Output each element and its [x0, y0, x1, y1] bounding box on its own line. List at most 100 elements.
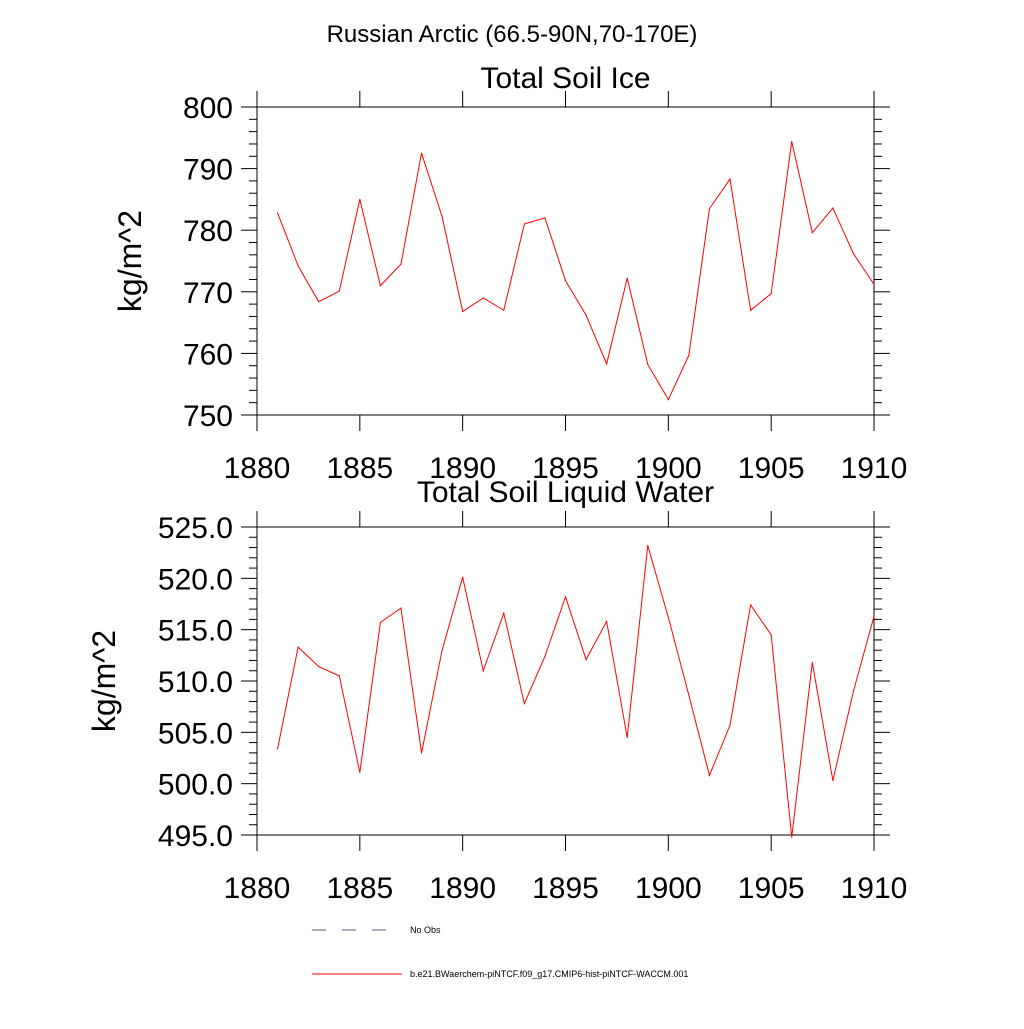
- y-tick-label: 525.0: [158, 512, 233, 545]
- data-point: [626, 277, 628, 279]
- data-point: [873, 615, 875, 617]
- data-point: [318, 666, 320, 668]
- data-point: [318, 301, 320, 303]
- data-point: [544, 217, 546, 219]
- plot-frame: [256, 106, 875, 416]
- data-point: [688, 694, 690, 696]
- data-point: [482, 670, 484, 672]
- y-tick-label: 800: [183, 92, 233, 125]
- y-tick-label: 790: [183, 154, 233, 187]
- legend-obs-label: No Obs: [410, 925, 441, 935]
- x-tick-label: 1885: [326, 872, 393, 905]
- x-tick-label: 1900: [635, 872, 702, 905]
- data-point: [708, 208, 711, 210]
- data-point: [832, 207, 834, 209]
- data-point: [832, 779, 834, 782]
- data-point: [359, 198, 361, 200]
- y-tick-label: 750: [183, 400, 233, 433]
- data-point: [400, 607, 402, 609]
- y-axis-label: kg/m^2: [86, 630, 122, 732]
- series-line: [277, 141, 875, 401]
- data-point: [462, 576, 464, 578]
- panel-title: Total Soil Liquid Water: [417, 476, 714, 509]
- legend-model-label: b.e21.BWaerchem-piNTCF.f09_g17.CMIP6-his…: [410, 969, 688, 979]
- y-tick-label: 520.0: [158, 563, 233, 596]
- data-point: [811, 232, 813, 234]
- data-point: [750, 309, 752, 311]
- panel-total-soil-liquid-water: Total Soil Liquid Water 495.0 500.0 505.0 51…: [86, 476, 907, 905]
- y-tick-label: 760: [183, 338, 233, 371]
- x-tick-label: 1905: [738, 452, 805, 485]
- data-point: [338, 675, 340, 677]
- y-tick-label: 510.0: [158, 666, 233, 699]
- data-point: [379, 285, 381, 287]
- data-point: [585, 314, 587, 316]
- data-point: [338, 290, 340, 292]
- data-point: [503, 612, 505, 614]
- x-tick-label: 1880: [224, 872, 291, 905]
- x-tick-label: 1890: [429, 872, 496, 905]
- y-tick-label: 770: [183, 277, 233, 310]
- data-point: [564, 596, 567, 598]
- x-tick-label: 1885: [326, 452, 393, 485]
- panel-total-soil-ice: Total Soil Ice 750 760 770 780 790 800 1880 1885…: [112, 62, 907, 485]
- data-point: [708, 774, 711, 777]
- data-point: [462, 310, 464, 313]
- x-tick-label: 1905: [738, 872, 805, 905]
- y-tick-label: 505.0: [158, 717, 233, 750]
- data-point: [585, 658, 587, 661]
- data-point: [791, 836, 793, 838]
- data-point: [297, 646, 299, 648]
- y-tick-label: 515.0: [158, 615, 233, 648]
- data-point: [441, 649, 443, 651]
- data-point: [523, 223, 525, 225]
- data-point: [359, 771, 361, 773]
- y-tick-label: 500.0: [158, 769, 233, 802]
- legend: No Obs b.e21.BWaerchem-piNTCF.f09_g17.CM…: [312, 925, 688, 979]
- x-tick-label: 1900: [635, 452, 702, 485]
- data-point: [544, 655, 546, 657]
- x-tick-label: 1880: [224, 452, 291, 485]
- y-tick-label: 495.0: [158, 820, 233, 853]
- data-point: [667, 616, 669, 618]
- data-point: [770, 634, 772, 636]
- data-point: [770, 293, 772, 295]
- x-tick-label: 1910: [841, 452, 908, 485]
- data-point: [729, 724, 731, 726]
- data-point: [811, 661, 813, 664]
- series-line: [277, 545, 875, 838]
- x-tick-label: 1895: [532, 872, 599, 905]
- data-point: [420, 152, 423, 154]
- data-point: [647, 544, 649, 547]
- y-axis-label: kg/m^2: [112, 210, 148, 312]
- data-point: [564, 280, 567, 282]
- data-point: [276, 748, 279, 750]
- data-point: [688, 354, 690, 356]
- data-point: [420, 752, 423, 754]
- data-point: [873, 283, 875, 286]
- data-point: [276, 212, 279, 214]
- data-point: [606, 620, 608, 623]
- data-point: [606, 363, 608, 365]
- x-tick-label: 1895: [532, 452, 599, 485]
- data-point: [503, 309, 505, 311]
- data-point: [441, 216, 443, 218]
- plot-frame: [256, 526, 875, 836]
- x-tick-label: 1910: [841, 872, 908, 905]
- figure-suptitle: Russian Arctic (66.5-90N,70-170E): [327, 21, 698, 48]
- data-point: [297, 265, 299, 267]
- panel-title: Total Soil Ice: [480, 62, 650, 95]
- data-point: [626, 736, 628, 739]
- data-point: [750, 604, 752, 606]
- data-point: [482, 297, 484, 299]
- y-tick-label: 780: [183, 215, 233, 248]
- data-point: [852, 690, 855, 692]
- x-tick-label: 1890: [429, 452, 496, 485]
- data-point: [647, 363, 649, 366]
- data-point: [791, 140, 793, 143]
- data-point: [852, 253, 855, 255]
- data-point: [729, 178, 731, 180]
- data-point: [379, 621, 381, 624]
